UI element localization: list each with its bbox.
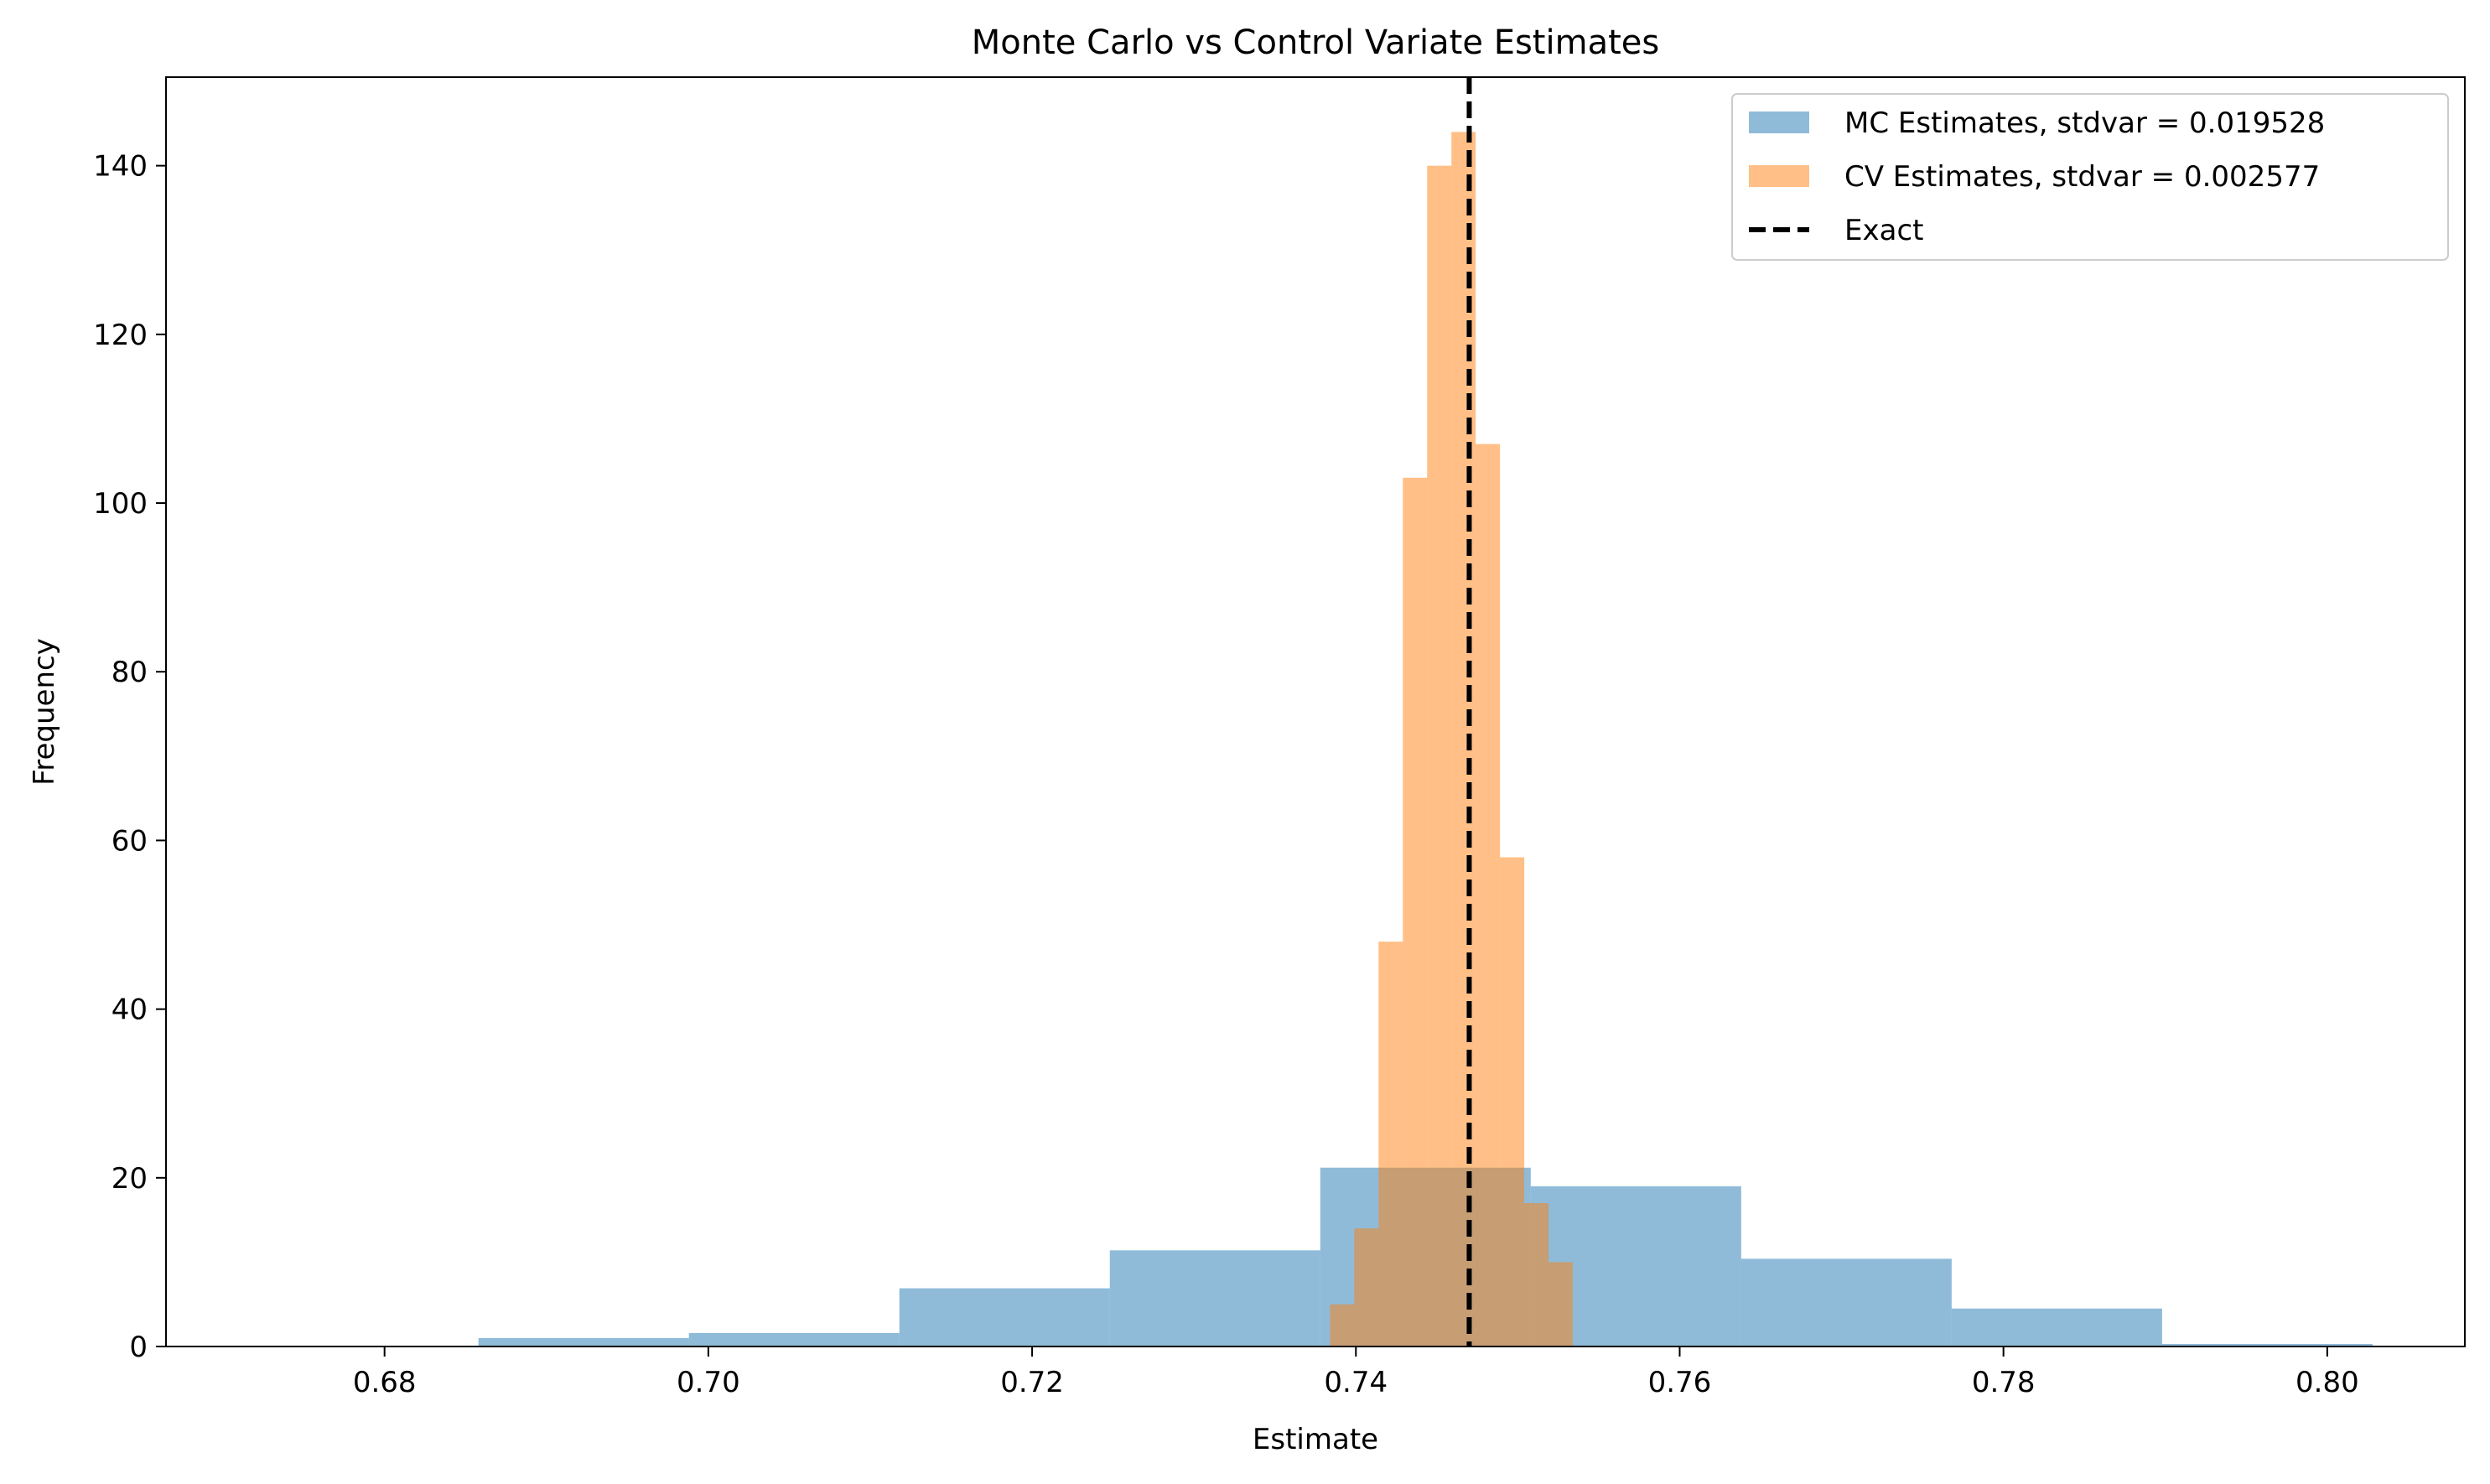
cv-histogram-bar [1500,857,1525,1346]
y-tick-label: 0 [129,1331,148,1364]
legend-label-cv: CV Estimates, stdvar = 0.002577 [1844,160,2320,194]
chart-title: Monte Carlo vs Control Variate Estimates [972,23,1659,62]
legend-box [1731,93,2449,261]
legend-swatch-mc [1749,112,1809,133]
cv-histogram-bar [1403,477,1428,1346]
x-axis-label: Estimate [1253,1423,1378,1456]
cv-histogram-bar [1476,444,1501,1346]
y-tick-label: 140 [93,150,148,184]
mc-histogram-bar [1951,1308,2162,1346]
x-tick-label: 0.72 [1000,1366,1064,1399]
cv-histogram-bar [1524,1202,1549,1346]
cv-histogram-bar [1354,1228,1379,1346]
mc-histogram-bar [688,1332,900,1346]
x-tick-label: 0.68 [353,1366,417,1399]
x-tick-label: 0.80 [2295,1366,2359,1399]
mc-histogram-bar [2161,1343,2373,1346]
y-axis-label: Frequency [28,638,61,786]
legend-label-exact: Exact [1844,214,1923,247]
cv-histogram-bar [1427,165,1452,1346]
mc-histogram-bar [478,1337,689,1346]
y-tick-label: 100 [93,487,148,521]
mc-histogram-bar [1109,1250,1320,1346]
x-tick-label: 0.70 [677,1366,740,1399]
x-tick-label: 0.78 [1972,1366,2036,1399]
y-tick-label: 20 [112,1162,148,1196]
y-tick-label: 80 [112,656,148,689]
cv-histogram-bar [1548,1262,1574,1346]
legend-label-mc: MC Estimates, stdvar = 0.019528 [1844,106,2325,140]
legend: MC Estimates, stdvar = 0.019528 CV Estim… [1731,93,2449,261]
x-tick-label: 0.74 [1324,1366,1388,1399]
mc-histogram-bar [899,1288,1110,1346]
y-tick-label: 60 [112,824,148,858]
cv-histogram-bar [1330,1304,1355,1346]
plot-area-frame [165,76,2466,1347]
cv-histogram-bar [1451,132,1476,1347]
cv-histogram-bar [1378,942,1403,1346]
legend-swatch-cv [1749,165,1809,187]
y-tick-label: 40 [112,994,148,1027]
y-tick-label: 120 [93,319,148,352]
mc-histogram-bar [1740,1258,1952,1346]
x-tick-label: 0.76 [1648,1366,1712,1399]
